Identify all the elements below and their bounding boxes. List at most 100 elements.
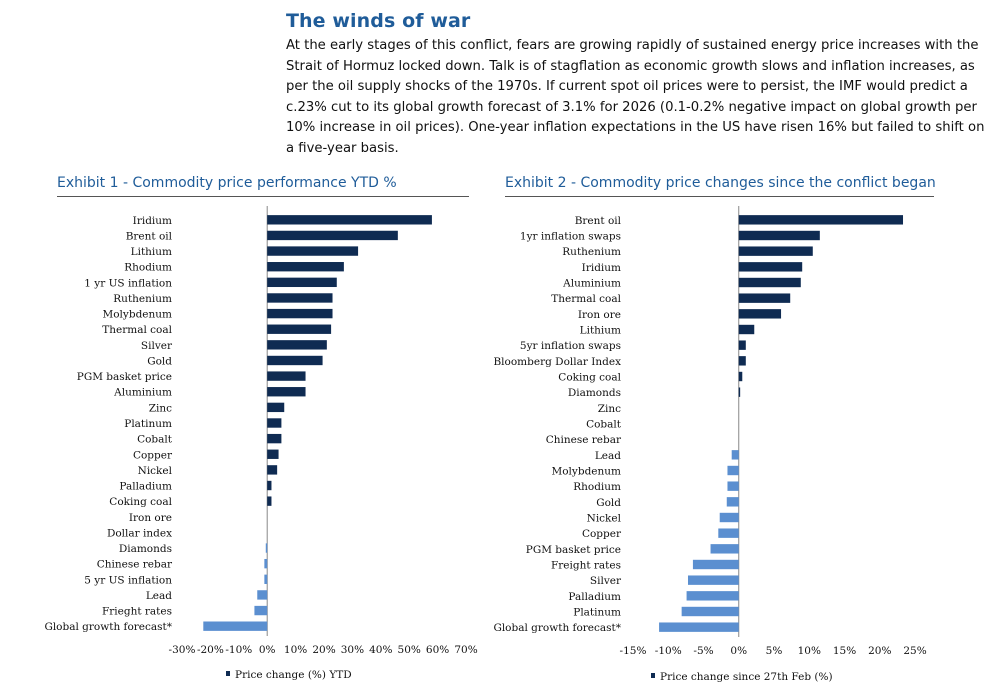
bar [738, 309, 782, 319]
category-label: Freight rates [551, 560, 621, 572]
x-tick-label: -30% [169, 644, 196, 656]
bar [719, 512, 739, 523]
x-tick-label: 5% [766, 645, 783, 657]
category-label: Diamonds [568, 387, 621, 399]
x-tick-label: 10% [284, 644, 307, 656]
x-tick-label: 0% [730, 645, 747, 657]
legend-label: Price change (%) YTD [235, 669, 352, 681]
bar [738, 387, 741, 397]
bar [265, 543, 268, 553]
exhibit2-rule [505, 196, 934, 197]
bar [681, 606, 739, 617]
article-header: The winds of war At the early stages of … [286, 10, 986, 159]
category-label: Diamonds [119, 543, 172, 555]
exhibit1-rule [57, 196, 469, 197]
category-label: Nickel [138, 465, 173, 477]
bar [267, 402, 285, 413]
bar [659, 622, 739, 632]
bar [738, 215, 904, 225]
x-tick-label: 0% [259, 644, 276, 656]
category-label: Zinc [149, 402, 172, 414]
category-label: Coking coal [109, 496, 172, 508]
x-tick-label: 50% [398, 644, 421, 656]
bar [738, 324, 755, 335]
bar [257, 590, 268, 600]
category-label: Ruthenium [562, 246, 621, 258]
bar [738, 356, 746, 366]
bar [267, 355, 323, 366]
category-label: 1 yr US inflation [84, 277, 172, 289]
category-label: Rhodium [124, 262, 172, 274]
category-label: Copper [133, 449, 173, 461]
bar [267, 496, 272, 506]
category-label: Lead [595, 450, 621, 462]
category-label: Thermal coal [551, 293, 621, 305]
bar [738, 340, 746, 350]
bar [267, 465, 278, 475]
bar [264, 558, 268, 569]
bar [710, 544, 739, 554]
category-label: Frieght rates [102, 606, 172, 618]
category-label: Brent oil [575, 215, 622, 227]
bar [727, 481, 739, 491]
category-label: Cobalt [586, 419, 622, 431]
category-label: 1yr inflation swaps [520, 231, 621, 243]
bar [267, 308, 333, 319]
category-label: Silver [590, 575, 622, 587]
bar [692, 559, 739, 570]
category-label: Global growth forecast* [44, 621, 172, 633]
category-label: Lead [146, 590, 172, 602]
bar [203, 621, 268, 631]
category-label: Platinum [124, 418, 172, 430]
bar [264, 574, 268, 584]
category-label: Dollar index [107, 527, 172, 539]
legend-swatch [226, 671, 230, 676]
bar [267, 293, 333, 303]
category-label: PGM basket price [77, 371, 172, 383]
bar [738, 246, 813, 256]
bar [267, 418, 282, 428]
bar [731, 450, 739, 460]
bar [267, 262, 344, 272]
category-label: Molybdenum [102, 309, 172, 321]
category-label: Aluminium [562, 278, 621, 290]
category-label: Ruthenium [113, 293, 172, 305]
bar [718, 528, 739, 538]
x-tick-label: 15% [833, 645, 856, 657]
x-tick-label: 20% [868, 645, 891, 657]
bar [738, 277, 801, 288]
category-label: Bloomberg Dollar Index [493, 356, 621, 368]
bar [687, 575, 739, 585]
bar [267, 230, 398, 241]
category-label: Iron ore [129, 512, 172, 524]
intro-paragraph: At the early stages of this conflict, fe… [286, 38, 985, 156]
category-label: Thermal coal [102, 324, 172, 336]
bar [727, 465, 739, 476]
bar [738, 230, 820, 241]
exhibit1-chart: Iridium Brent oil Lithium Rhodium 1 yr US in… [44, 206, 478, 681]
category-label: PGM basket price [526, 544, 621, 556]
category-label: Iridium [582, 262, 621, 274]
exhibit2-chart: Brent oil 1yr inflation swaps Ruthenium Iri… [493, 206, 927, 683]
category-label: Copper [582, 528, 622, 540]
bar [267, 433, 282, 444]
bar [738, 293, 791, 303]
bar [267, 449, 279, 459]
bar [267, 246, 359, 256]
category-label: Chinese rebar [97, 559, 173, 571]
x-tick-label: -10% [655, 645, 682, 657]
category-label: Gold [596, 497, 621, 509]
category-label: Lithium [580, 325, 621, 337]
exhibit1-title: Exhibit 1 - Commodity price performance … [57, 175, 397, 191]
bar [738, 371, 743, 382]
bar [738, 262, 803, 272]
category-label: Palladium [568, 591, 621, 603]
page-title: The winds of war [286, 10, 471, 32]
category-label: Brent oil [126, 230, 173, 242]
x-tick-label: 40% [369, 644, 392, 656]
category-label: Nickel [587, 513, 622, 525]
bar [254, 605, 268, 616]
category-label: Palladium [119, 481, 172, 493]
category-label: Lithium [131, 246, 172, 258]
legend-label: Price change since 27th Feb (%) [660, 671, 833, 683]
